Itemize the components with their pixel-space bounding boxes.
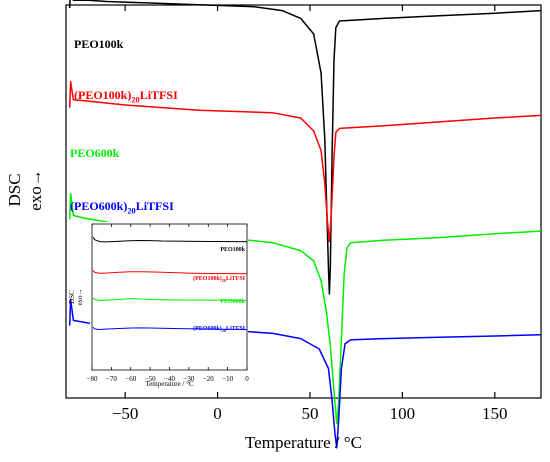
main-x-tick-label: 100	[390, 404, 416, 423]
inset-x-tick-label: −50	[145, 375, 156, 383]
inset-series-line-2	[92, 297, 247, 301]
inset-x-tick-label: −30	[183, 375, 194, 383]
main-x-tick-label: −50	[112, 404, 139, 423]
inset-x-tick-label: −20	[203, 375, 214, 383]
inset-x-tick-label: −70	[106, 375, 117, 383]
main-series-label-0: PEO100k	[74, 37, 124, 51]
inset-series-label-1: (PEO100k)20LiTFSI	[193, 275, 246, 283]
inset-x-tick-label: −80	[87, 375, 98, 383]
main-series-label-3: (PEO600k)20LiTFSI	[70, 199, 174, 216]
inset-series-label-2: PEO600k	[220, 299, 245, 305]
main-series-line-0	[68, 0, 542, 295]
inset-chart: −80 −70 −60 −50 −40 −30 −20 −10 0 Temperature / °…	[68, 223, 249, 388]
inset-series-line-0	[92, 236, 248, 243]
main-y-axis-subtitle: exo→	[26, 169, 45, 211]
main-x-tick-label: 0	[213, 404, 222, 423]
inset-series-label-0: PEO100k	[220, 247, 245, 253]
inset-x-tick-label: 0	[245, 375, 249, 383]
main-plot-frame	[65, 4, 542, 399]
main-y-axis-title: DSC	[5, 173, 24, 206]
inset-x-tick-label: −10	[222, 375, 233, 383]
inset-x-tick-label: −60	[125, 375, 136, 383]
main-x-tick-label: 150	[482, 404, 508, 423]
inset-y-axis-subtitle: exo→	[76, 288, 84, 305]
inset-x-axis-title: Temperature / °C	[145, 380, 194, 388]
inset-x-tick-label: −40	[164, 375, 175, 383]
main-x-tick-label: 50	[301, 404, 318, 423]
inset-series-label-3: (PEO600k)20LiTFSI	[193, 325, 246, 333]
main-series-label-2: PEO600k	[70, 146, 120, 160]
inset-series-line-3	[92, 326, 248, 330]
main-series-label-1: (PEO100k)20LiTFSI	[74, 88, 178, 105]
main-series-line-1	[68, 80, 542, 243]
main-x-axis-title: Temperature / °C	[245, 433, 362, 452]
inset-series-line-1	[92, 270, 248, 275]
inset-background	[90, 222, 248, 372]
inset-y-axis-title: DSC	[68, 290, 76, 304]
